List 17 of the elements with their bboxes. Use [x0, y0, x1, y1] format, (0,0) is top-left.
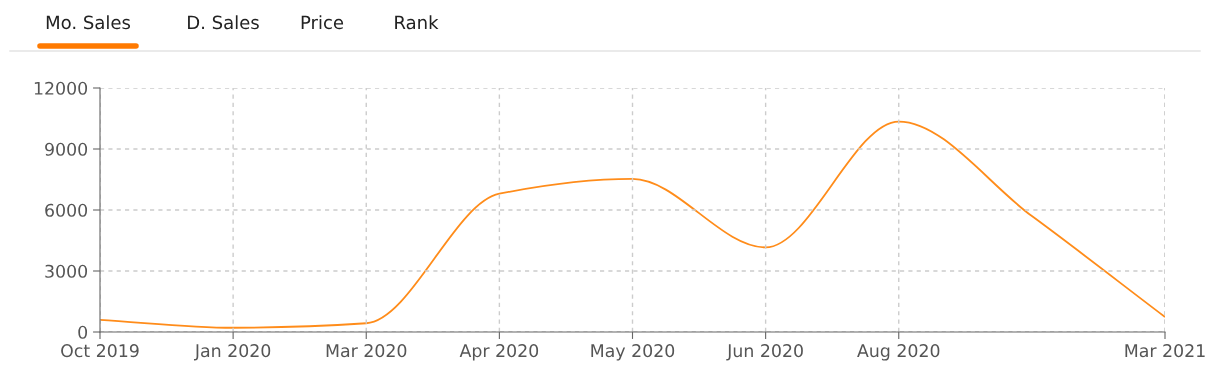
y-tick-label: 3000 — [45, 264, 88, 278]
y-tick-label: 9000 — [45, 142, 88, 156]
x-tick-label: Jun 2020 — [726, 344, 803, 361]
x-tick-label: May 2020 — [591, 344, 675, 361]
x-tick-label: Oct 2019 — [61, 344, 139, 358]
text: D. Sales — [188, 15, 259, 30]
text: Mo. Sales — [46, 15, 131, 30]
text: Rank — [395, 15, 439, 30]
x-tick-label: Mar 2020 — [326, 344, 407, 358]
x-tick-label: Apr 2020 — [459, 344, 539, 361]
y-tick-label: 0 — [78, 325, 88, 339]
x-tick-label: Jan 2020 — [193, 344, 271, 361]
y-tick-label: 12000 — [34, 81, 88, 95]
y-tick-label: 6000 — [45, 203, 88, 217]
x-tick-label: Mar 2021 — [1125, 344, 1205, 358]
text: Price — [301, 15, 344, 30]
x-tick-label: Aug 2020 — [857, 344, 940, 361]
